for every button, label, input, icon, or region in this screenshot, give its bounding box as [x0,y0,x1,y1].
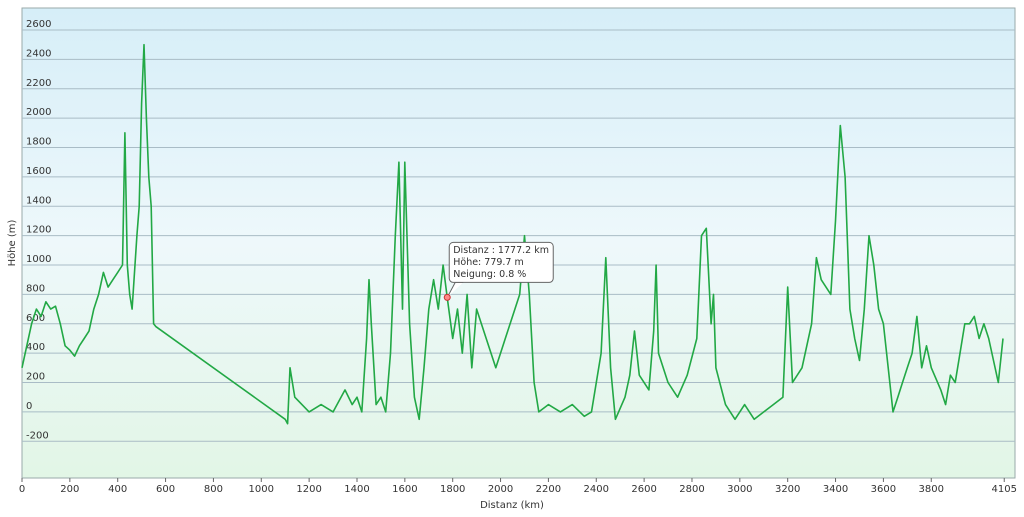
y-tick-label: 800 [26,283,45,294]
x-axis-title: Distanz (km) [480,500,544,511]
y-tick-label: 1200 [26,225,51,236]
x-tick-label: 400 [108,484,127,495]
x-tick-label: 3200 [775,484,800,495]
x-tick-label: 3400 [823,484,848,495]
x-tick-label: 1000 [249,484,274,495]
y-tick-label: 2600 [26,19,51,30]
x-tick-label: 2000 [488,484,513,495]
y-tick-label: 1000 [26,254,51,265]
x-tick-label: 2600 [631,484,656,495]
x-tick-label: 1800 [440,484,465,495]
x-tick-label: 600 [156,484,175,495]
x-tick-label: 0 [19,484,25,495]
tooltip-line: Neigung: 0.8 % [453,269,526,280]
tooltip-box [448,241,554,283]
y-tick-label: 2200 [26,78,51,89]
x-tick-label: 4105 [992,484,1017,495]
x-tick-label: 3000 [727,484,752,495]
x-tick-label: 2800 [679,484,704,495]
x-tick-label: 3800 [919,484,944,495]
x-tick-label: 1600 [392,484,417,495]
x-tick-label: 1200 [296,484,321,495]
y-axis-title: Höhe (m) [7,219,18,266]
elevation-line [21,43,1004,425]
y-tick-label: 200 [26,372,45,383]
y-tick-label: 0 [26,401,32,412]
y-tick-label: 400 [26,342,45,353]
y-tick-label: 1600 [26,166,51,177]
x-tick-label: 1400 [344,484,369,495]
y-tick-label: 2400 [26,48,51,59]
y-tick-label: 1800 [26,137,51,148]
y-tick-label: -200 [26,430,49,441]
y-tick-label: 2000 [26,107,51,118]
x-tick-label: 3600 [871,484,896,495]
tooltip-line: Distanz : 1777.2 km [453,245,549,256]
x-tick-label: 200 [60,484,79,495]
y-tick-label: 1400 [26,195,51,206]
highlight-marker [443,293,451,301]
x-tick-label: 2200 [536,484,561,495]
tooltip-line: Höhe: 779.7 m [453,257,524,268]
x-tick-label: 2400 [584,484,609,495]
y-tick-label: 600 [26,313,45,324]
x-tick-label: 800 [204,484,223,495]
